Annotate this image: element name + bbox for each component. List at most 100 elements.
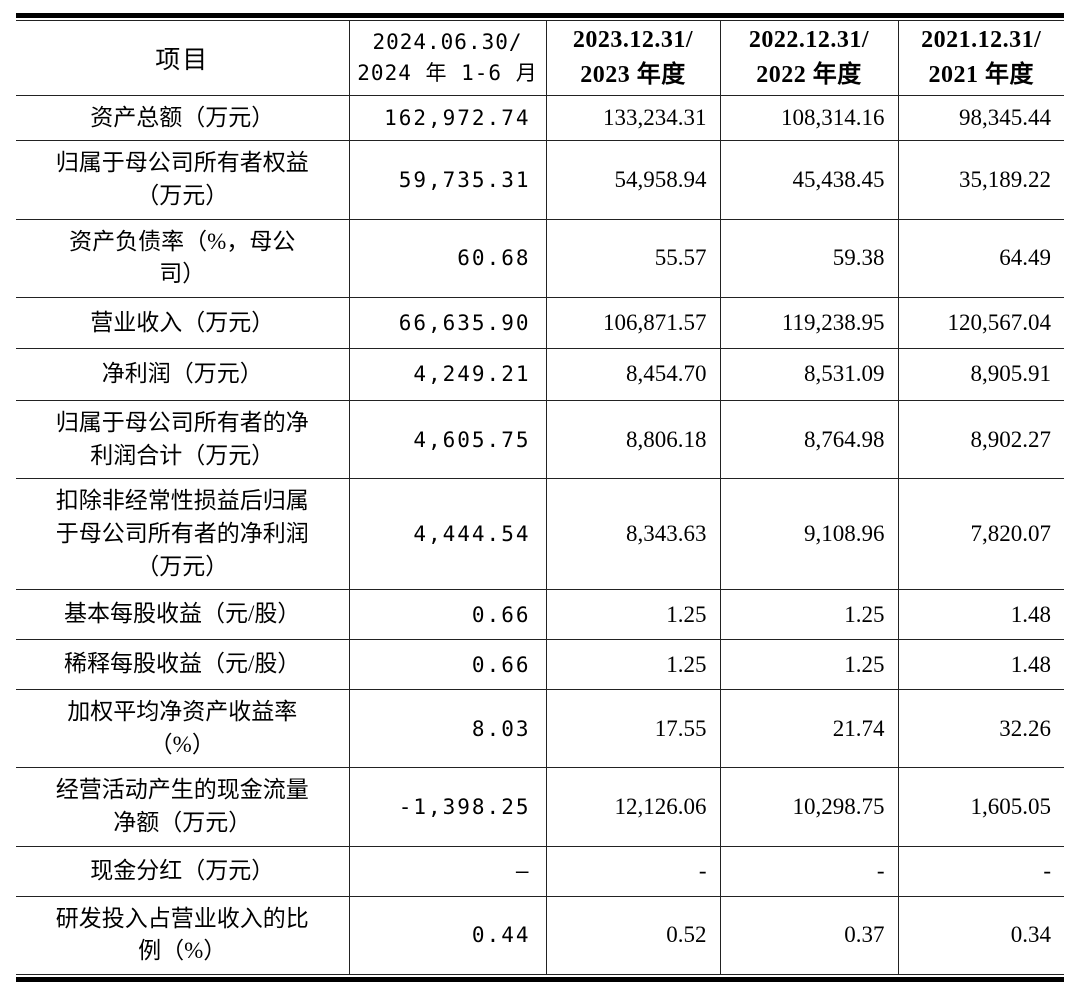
- header-period-col-0: 2024.06.30/2024 年 1-6 月: [348, 20, 546, 96]
- value-cell: 8,806.18: [545, 400, 720, 480]
- row-label-line: 研发投入占营业收入的比: [55, 905, 309, 931]
- value-cell: 8,343.63: [545, 478, 720, 591]
- table-row: 净利润（万元） 4,249.21 8,454.70 8,531.09 8,905.91: [16, 348, 1064, 401]
- value-cell: 8,905.91: [897, 348, 1064, 401]
- value-cell: 0.66: [348, 639, 546, 691]
- value-cell: -: [897, 846, 1064, 897]
- value-cell: 0.44: [348, 896, 546, 976]
- header-period-col-2: 2022.12.31/2022 年度: [719, 20, 898, 96]
- row-label-cell: 净利润（万元）: [16, 348, 349, 401]
- row-label-cell: 归属于母公司所有者的净 利润合计（万元）: [16, 400, 349, 480]
- row-label-line: 基本每股收益（元/股）: [64, 601, 301, 627]
- value-cell: 1.25: [545, 589, 720, 641]
- value-cell: 8,902.27: [897, 400, 1064, 480]
- table-row: 资产总额（万元） 162,972.74 133,234.31 108,314.16 98…: [16, 95, 1064, 142]
- header-period-line: 2022.12.31/: [748, 27, 870, 53]
- value-cell: 0.34: [897, 896, 1064, 976]
- value-cell: -: [545, 846, 720, 897]
- row-label-line: 现金分红（万元）: [90, 857, 275, 883]
- row-label-cell: 经营活动产生的现金流量 净额（万元）: [16, 767, 349, 847]
- table-row: 经营活动产生的现金流量 净额（万元） -1,398.25 12,126.06 10,29…: [16, 767, 1064, 847]
- row-label-line: 加权平均净资产收益率: [67, 699, 298, 725]
- table-row: 现金分红（万元） – - - -: [16, 846, 1064, 897]
- value-cell: 1.48: [897, 639, 1064, 691]
- value-cell: 55.57: [545, 219, 720, 298]
- value-cell: 4,444.54: [348, 478, 546, 591]
- data-table: 项目 2024.06.30/2024 年 1-6 月 2023.12.31/2023…: [16, 20, 1064, 976]
- row-label-line: 资产负债率（%，母公: [69, 228, 296, 254]
- table-row: 归属于母公司所有者权益 （万元） 59,735.31 54,958.94 45,438.…: [16, 140, 1064, 220]
- row-label-cell: 资产负债率（%，母公 司）: [16, 219, 349, 298]
- row-label-cell: 加权平均净资产收益率 （%）: [16, 689, 349, 769]
- header-period-line: 2021.12.31/: [921, 27, 1042, 53]
- row-label-line: 扣除非经常性损益后归属: [55, 488, 309, 514]
- value-cell: 106,871.57: [545, 297, 720, 349]
- value-cell: 8,531.09: [719, 348, 898, 401]
- value-cell: 54,958.94: [545, 140, 720, 220]
- header-period-line: 2023.12.31/: [572, 27, 694, 53]
- table-row: 加权平均净资产收益率 （%） 8.03 17.55 21.74 32.26: [16, 689, 1064, 769]
- value-cell: 35,189.22: [897, 140, 1064, 220]
- row-label-line: 归属于母公司所有者的净: [55, 409, 309, 435]
- row-label-line: 例（%）: [138, 938, 227, 964]
- value-cell: 7,820.07: [897, 478, 1064, 591]
- table-row: 稀释每股收益（元/股） 0.66 1.25 1.25 1.48: [16, 639, 1064, 691]
- row-label-line: 司）: [159, 261, 206, 287]
- value-cell: 59.38: [719, 219, 898, 298]
- row-label-line: 利润合计（万元）: [90, 442, 275, 468]
- row-label-line: 于母公司所有者的净利润: [55, 520, 309, 546]
- value-cell: 64.49: [897, 219, 1064, 298]
- table-row: 资产负债率（%，母公 司） 60.68 55.57 59.38 64.49: [16, 219, 1064, 298]
- row-label-line: 归属于母公司所有者权益: [55, 150, 309, 176]
- row-label-line: 净额（万元）: [113, 810, 252, 836]
- row-label-cell: 归属于母公司所有者权益 （万元）: [16, 140, 349, 220]
- row-label-line: （万元）: [136, 182, 229, 208]
- row-label-cell: 扣除非经常性损益后归属 于母公司所有者的净利润 （万元）: [16, 478, 349, 591]
- bottom-thick-rule: [16, 977, 1064, 982]
- value-cell: 1.25: [719, 589, 898, 641]
- row-label-cell: 基本每股收益（元/股）: [16, 589, 349, 641]
- page: { "table": { "header": { "item_label": "…: [16, 13, 1064, 982]
- header-period-line: 2022 年度: [756, 61, 862, 88]
- table-row: 归属于母公司所有者的净 利润合计（万元） 4,605.75 8,806.18 8,764…: [16, 400, 1064, 480]
- value-cell: 119,238.95: [719, 297, 898, 349]
- header-period-line: 2024 年 1-6 月: [357, 60, 538, 85]
- table-row: 基本每股收益（元/股） 0.66 1.25 1.25 1.48: [16, 589, 1064, 641]
- value-cell: 1.25: [719, 639, 898, 691]
- value-cell: 108,314.16: [719, 95, 898, 142]
- value-cell: 8,454.70: [545, 348, 720, 401]
- value-cell: 1,605.05: [897, 767, 1064, 847]
- value-cell: 1.48: [897, 589, 1064, 641]
- row-label-cell: 营业收入（万元）: [16, 297, 349, 349]
- value-cell: 8.03: [348, 689, 546, 769]
- table-row: 研发投入占营业收入的比 例（%） 0.44 0.52 0.37 0.34: [16, 896, 1064, 976]
- value-cell: 98,345.44: [897, 95, 1064, 142]
- value-cell: 9,108.96: [719, 478, 898, 591]
- row-label-line: 净利润（万元）: [101, 361, 263, 387]
- header-period-col-3: 2021.12.31/2021 年度: [897, 20, 1064, 96]
- row-label-line: （%）: [149, 731, 215, 757]
- value-cell: 162,972.74: [348, 95, 546, 142]
- row-label-line: 营业收入（万元）: [90, 309, 275, 335]
- value-cell: 0.52: [545, 896, 720, 976]
- row-label-line: 资产总额（万元）: [90, 104, 275, 130]
- value-cell: 133,234.31: [545, 95, 720, 142]
- row-label-line: 稀释每股收益（元/股）: [64, 651, 301, 677]
- value-cell: 17.55: [545, 689, 720, 769]
- value-cell: 59,735.31: [348, 140, 546, 220]
- value-cell: 60.68: [348, 219, 546, 298]
- value-cell: 0.66: [348, 589, 546, 641]
- table-row: 扣除非经常性损益后归属 于母公司所有者的净利润 （万元） 4,444.54 8,343.…: [16, 478, 1064, 591]
- value-cell: 4,249.21: [348, 348, 546, 401]
- value-cell: 4,605.75: [348, 400, 546, 480]
- header-period-line: 2024.06.30/: [372, 30, 523, 55]
- value-cell: 45,438.45: [719, 140, 898, 220]
- value-cell: 66,635.90: [348, 297, 546, 349]
- value-cell: 0.37: [719, 896, 898, 976]
- value-cell: -1,398.25: [348, 767, 546, 847]
- row-label-cell: 稀释每股收益（元/股）: [16, 639, 349, 691]
- value-cell: –: [348, 846, 546, 897]
- row-label-cell: 研发投入占营业收入的比 例（%）: [16, 896, 349, 976]
- row-label-cell: 资产总额（万元）: [16, 95, 349, 142]
- value-cell: 1.25: [545, 639, 720, 691]
